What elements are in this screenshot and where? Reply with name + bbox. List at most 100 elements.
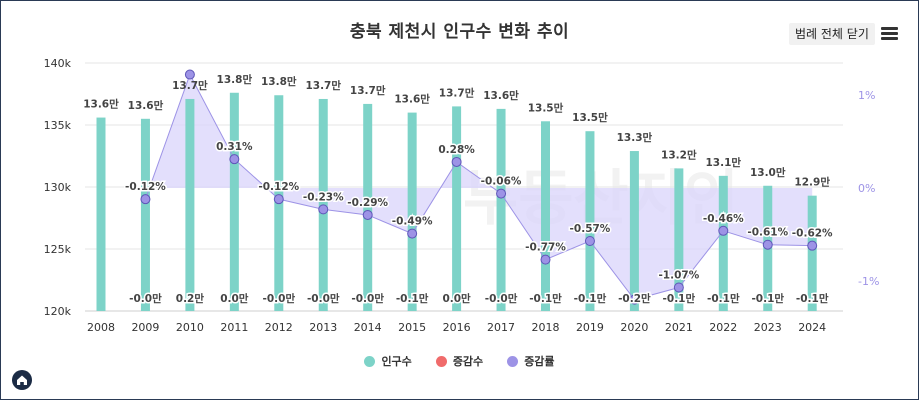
rate-area: [145, 74, 813, 300]
rate-point: [673, 282, 684, 293]
change-label: -0.1만: [796, 292, 829, 305]
population-label: 13.0만: [750, 166, 786, 179]
population-label: 13.6만: [128, 99, 164, 112]
x-tick-label: 2008: [87, 321, 115, 334]
population-bar: [407, 112, 417, 311]
rate-point: [273, 194, 284, 205]
home-icon[interactable]: [12, 370, 32, 390]
rate-label: -0.06%: [481, 176, 522, 188]
change-label: -0.0만: [351, 292, 384, 305]
y-tick-label: 130k: [44, 181, 72, 194]
x-tick-label: 2024: [798, 321, 826, 334]
legend-dot-icon: [435, 355, 447, 367]
legend: 인구수 증감수 증감률: [1, 353, 918, 369]
change-label: -0.1만: [707, 292, 740, 305]
population-label: 13.2만: [661, 148, 697, 161]
population-label: 13.8만: [217, 73, 253, 86]
population-label: 13.7만: [172, 79, 208, 92]
legend-dot-icon: [364, 355, 376, 367]
population-label: 13.6만: [83, 98, 119, 111]
rate-label: -0.62%: [792, 228, 833, 240]
y-tick-label: 120k: [44, 305, 72, 318]
x-tick-label: 2023: [754, 321, 782, 334]
x-tick-label: 2014: [354, 321, 382, 334]
x-tick-label: 2015: [398, 321, 426, 334]
legend-toggle-button[interactable]: 범례 전체 닫기: [789, 23, 875, 45]
rate-point: [407, 228, 418, 239]
change-label: -0.1만: [663, 292, 696, 305]
rate-label: -1.07%: [658, 270, 699, 282]
y2-tick-label: 1%: [858, 89, 875, 102]
rate-point: [807, 240, 818, 251]
change-label: 0.2만: [176, 292, 205, 305]
population-bar: [718, 175, 728, 311]
change-label: -0.1만: [574, 292, 607, 305]
legend-label: 증감수: [452, 355, 484, 368]
change-label: -0.1만: [529, 292, 562, 305]
rate-label: 0.28%: [438, 144, 475, 156]
x-tick-label: 2019: [576, 321, 604, 334]
rate-point: [451, 156, 462, 167]
legend-item-change[interactable]: 증감수: [435, 353, 484, 369]
population-bar: [185, 98, 195, 312]
legend-label: 증감률: [524, 355, 555, 368]
rate-point: [362, 209, 373, 220]
x-tick-label: 2013: [309, 321, 337, 334]
rate-point: [718, 225, 729, 236]
y-tick-label: 140k: [44, 57, 72, 70]
rate-label: -0.46%: [703, 213, 744, 225]
rate-point: [318, 204, 329, 215]
rate-label: -0.29%: [347, 197, 388, 209]
population-label: 13.7만: [350, 84, 386, 97]
population-label: 13.8만: [261, 75, 297, 88]
population-label: 12.9만: [794, 176, 830, 189]
y-tick-label: 135k: [44, 119, 72, 132]
x-tick-label: 2017: [487, 321, 515, 334]
rate-label: -0.12%: [258, 181, 299, 193]
rate-point: [762, 239, 773, 250]
x-tick-label: 2022: [709, 321, 737, 334]
y2-tick-label: -1%: [858, 275, 879, 288]
population-bar: [496, 108, 506, 311]
population-bar: [140, 118, 150, 311]
x-tick-label: 2016: [443, 321, 471, 334]
x-tick-label: 2009: [131, 321, 159, 334]
x-tick-label: 2020: [620, 321, 648, 334]
population-bar: [629, 151, 639, 311]
y-tick-label: 125k: [44, 243, 72, 256]
rate-point: [140, 194, 151, 205]
population-bar: [96, 117, 106, 311]
rate-label: -0.12%: [125, 181, 166, 193]
x-tick-label: 2012: [265, 321, 293, 334]
change-label: -0.0만: [307, 292, 340, 305]
rate-label: -0.23%: [303, 191, 344, 203]
population-bar: [585, 131, 595, 311]
x-tick-label: 2011: [220, 321, 248, 334]
population-bar: [541, 121, 550, 311]
rate-point: [496, 188, 507, 199]
population-label: 13.5만: [528, 101, 564, 114]
population-label: 13.7만: [305, 79, 341, 92]
legend-item-population[interactable]: 인구수: [364, 353, 412, 369]
x-tick-label: 2010: [176, 321, 204, 334]
population-bar: [363, 103, 373, 311]
rate-label: -0.77%: [525, 242, 566, 254]
change-label: -0.2만: [618, 292, 651, 305]
rate-line: [144, 73, 813, 301]
change-label: -0.1만: [396, 292, 429, 305]
change-label: 0.0만: [220, 292, 249, 305]
population-label: 13.7만: [439, 86, 475, 99]
change-label: -0.0만: [485, 292, 518, 305]
change-label: -0.1만: [751, 292, 784, 305]
population-label: 13.6만: [483, 89, 519, 102]
chart-title: 충북 제천시 인구수 변화 추이: [349, 22, 570, 42]
menu-icon[interactable]: [881, 27, 898, 41]
population-bar: [807, 195, 817, 311]
rate-point: [584, 236, 595, 247]
rate-point: [629, 294, 640, 305]
legend-item-rate[interactable]: 증감률: [507, 353, 555, 369]
change-label: -0.0만: [129, 292, 162, 305]
population-bar: [674, 168, 684, 311]
